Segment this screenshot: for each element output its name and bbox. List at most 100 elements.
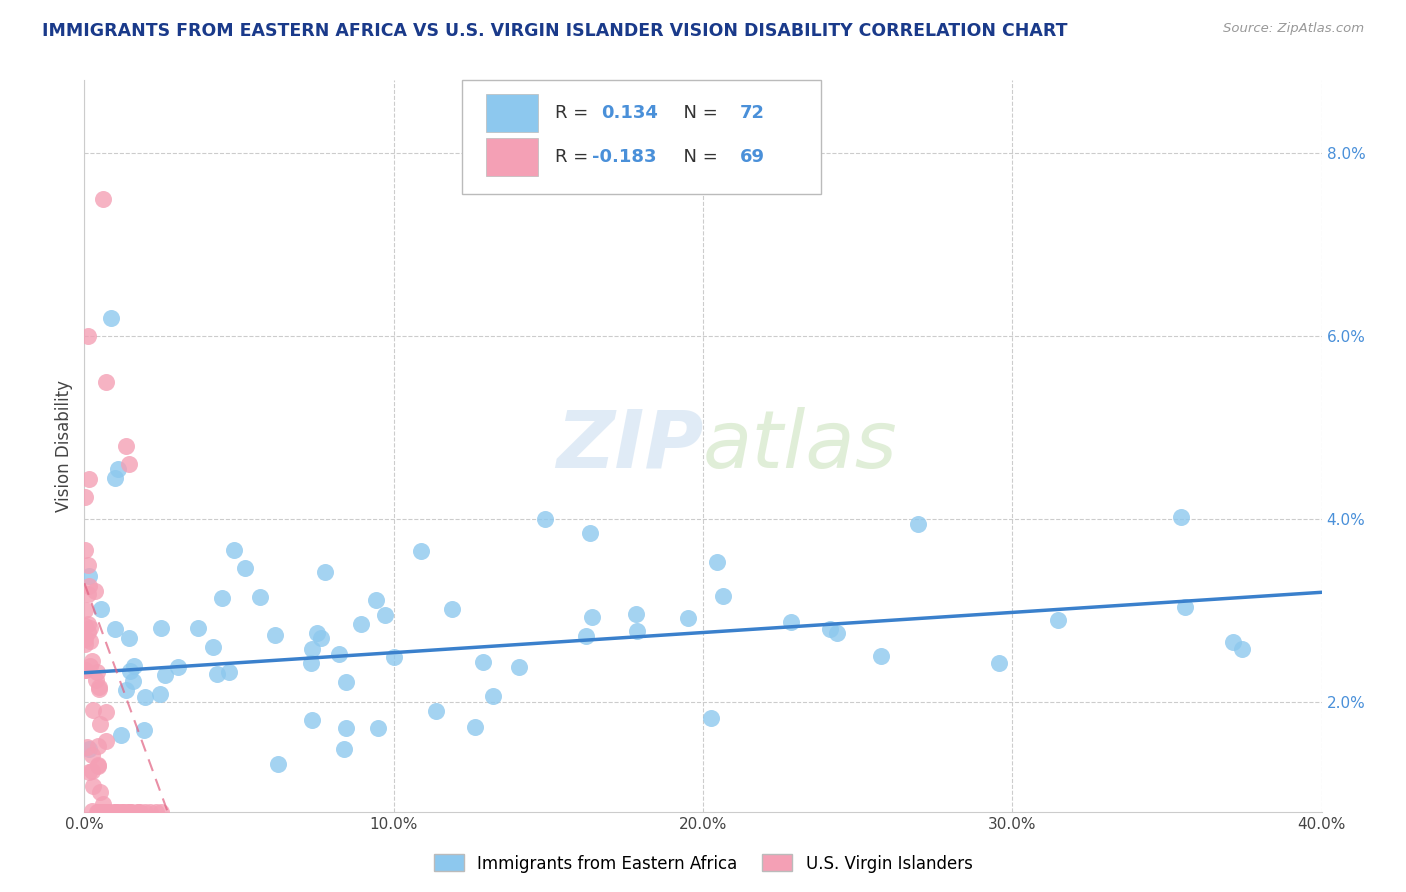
Point xyxy=(104,805,127,819)
Point xyxy=(129,805,152,819)
Text: -0.183: -0.183 xyxy=(592,148,657,166)
Text: 69: 69 xyxy=(740,148,765,166)
Text: ZIP: ZIP xyxy=(555,407,703,485)
Point xyxy=(127,805,149,819)
Point xyxy=(77,624,100,639)
Point xyxy=(187,621,209,635)
Point xyxy=(87,739,110,753)
Point xyxy=(84,673,107,687)
Point xyxy=(149,686,172,700)
Point xyxy=(299,657,322,671)
Point xyxy=(82,748,104,763)
Point xyxy=(117,805,139,819)
Point xyxy=(115,682,138,697)
Point xyxy=(202,640,225,654)
Point xyxy=(121,674,143,689)
Point xyxy=(90,601,112,615)
Point xyxy=(1170,510,1192,524)
Text: atlas: atlas xyxy=(703,407,898,485)
Point xyxy=(76,739,98,754)
Point xyxy=(77,579,100,593)
Point xyxy=(75,632,97,647)
Point xyxy=(441,602,464,616)
Point xyxy=(149,805,172,819)
Bar xyxy=(486,138,538,176)
Point xyxy=(706,555,728,569)
Point xyxy=(89,717,111,731)
Point xyxy=(77,472,100,486)
Point xyxy=(97,805,120,819)
Point xyxy=(626,624,648,639)
Point xyxy=(82,703,104,717)
Point xyxy=(111,805,134,819)
Text: R =: R = xyxy=(554,104,593,122)
Point xyxy=(508,660,530,674)
Point xyxy=(305,625,328,640)
Point xyxy=(1232,641,1254,656)
Point xyxy=(676,611,699,625)
Point xyxy=(76,558,98,572)
Point xyxy=(77,568,100,582)
Bar xyxy=(486,95,538,132)
Point xyxy=(367,722,389,736)
Point xyxy=(75,490,97,504)
Point xyxy=(82,780,104,794)
Point xyxy=(153,668,176,682)
Point xyxy=(86,805,108,819)
Point xyxy=(145,805,167,819)
Point xyxy=(104,805,127,819)
Point xyxy=(91,192,114,206)
Point xyxy=(75,637,97,651)
Point xyxy=(77,741,100,756)
Point xyxy=(75,663,97,677)
Point xyxy=(301,642,323,657)
Point xyxy=(94,705,117,719)
Point xyxy=(82,764,104,778)
Point xyxy=(86,665,108,679)
Point xyxy=(309,632,332,646)
Point xyxy=(118,805,141,819)
Point xyxy=(870,648,893,663)
Point xyxy=(267,756,290,771)
Point xyxy=(76,329,98,343)
Point xyxy=(464,720,486,734)
Point xyxy=(328,647,350,661)
Point xyxy=(581,610,603,624)
Point xyxy=(104,805,127,819)
Point xyxy=(425,704,447,718)
Point xyxy=(374,608,396,623)
Y-axis label: Vision Disability: Vision Disability xyxy=(55,380,73,512)
Point xyxy=(626,607,648,621)
Point xyxy=(76,587,98,601)
Point xyxy=(382,650,405,665)
Point xyxy=(75,542,97,557)
Point xyxy=(86,757,108,772)
Point xyxy=(122,659,145,673)
Point xyxy=(907,516,929,531)
Point xyxy=(314,566,336,580)
Point xyxy=(79,634,101,648)
Point xyxy=(86,805,108,819)
Point xyxy=(139,805,162,819)
Point xyxy=(118,457,141,471)
Point xyxy=(110,805,132,819)
Point xyxy=(94,805,117,819)
FancyBboxPatch shape xyxy=(461,80,821,194)
Point xyxy=(166,660,188,674)
Text: N =: N = xyxy=(672,104,724,122)
Point xyxy=(211,591,233,606)
Point xyxy=(333,741,356,756)
Point xyxy=(711,589,734,603)
Point xyxy=(87,681,110,696)
Point xyxy=(818,622,841,636)
Point xyxy=(110,728,132,742)
Point xyxy=(350,617,373,632)
Text: 0.134: 0.134 xyxy=(602,104,658,122)
Point xyxy=(96,734,118,748)
Point xyxy=(134,805,156,819)
Point xyxy=(578,526,600,541)
Point xyxy=(80,805,103,819)
Point xyxy=(533,512,555,526)
Point xyxy=(264,628,287,642)
Point xyxy=(1174,600,1197,615)
